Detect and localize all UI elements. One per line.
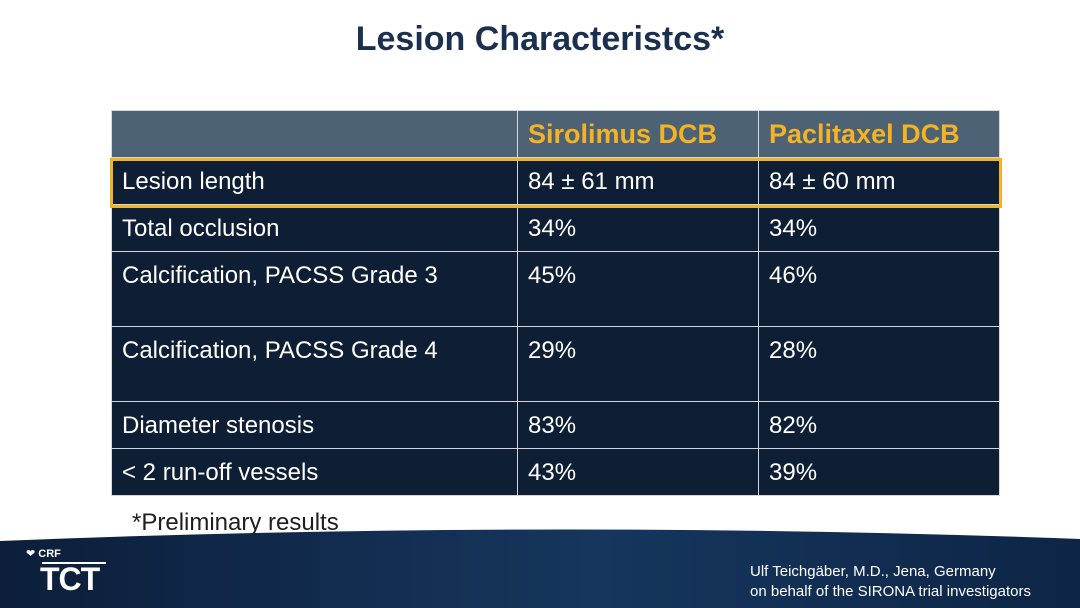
paclitaxel-value: 84 ± 60 mm xyxy=(758,157,1000,205)
row-label: Calcification, PACSS Grade 4 xyxy=(111,326,518,402)
credit-line-1: Ulf Teichgäber, M.D., Jena, Germany xyxy=(750,563,996,580)
paclitaxel-value: 28% xyxy=(758,326,1000,402)
table-row: Calcification, PACSS Grade 4 29% 28% xyxy=(111,326,1000,402)
paclitaxel-value: 39% xyxy=(758,448,1000,496)
table-row: Calcification, PACSS Grade 3 45% 46% xyxy=(111,251,1000,327)
sirolimus-value: 43% xyxy=(517,448,759,496)
crf-logo-text: CRF xyxy=(38,548,61,560)
sirolimus-value: 83% xyxy=(517,401,759,449)
footer-band: ❤ CRF TCT Ulf Teichgäber, M.D., Jena, Ge… xyxy=(0,525,1080,608)
header-sirolimus: Sirolimus DCB xyxy=(517,110,759,158)
heart-icon: ❤ xyxy=(26,548,36,560)
row-label: Lesion length xyxy=(111,157,518,205)
sirolimus-value: 45% xyxy=(517,251,759,327)
row-label: Calcification, PACSS Grade 3 xyxy=(111,251,518,327)
footnote: *Preliminary results xyxy=(132,509,339,536)
sirolimus-value: 29% xyxy=(517,326,759,402)
row-label: < 2 run-off vessels xyxy=(111,448,518,496)
table-row: Lesion length 84 ± 61 mm 84 ± 60 mm xyxy=(111,157,1000,205)
row-label: Total occlusion xyxy=(111,204,518,252)
crf-logo: ❤ CRF xyxy=(26,547,61,560)
lesion-table: Sirolimus DCB Paclitaxel DCB Lesion leng… xyxy=(111,110,1000,496)
sirolimus-value: 84 ± 61 mm xyxy=(517,157,759,205)
paclitaxel-value: 34% xyxy=(758,204,1000,252)
slide-title: Lesion Characteristcs* xyxy=(355,20,725,58)
table-header-row: Sirolimus DCB Paclitaxel DCB xyxy=(111,110,1000,158)
presenter-credit: Ulf Teichgäber, M.D., Jena, Germany on b… xyxy=(750,562,1031,602)
sirolimus-value: 34% xyxy=(517,204,759,252)
credit-line-2: on behalf of the SIRONA trial investigat… xyxy=(750,583,1031,600)
paclitaxel-value: 82% xyxy=(758,401,1000,449)
header-paclitaxel: Paclitaxel DCB xyxy=(758,110,1000,158)
paclitaxel-value: 46% xyxy=(758,251,1000,327)
table-row: Diameter stenosis 83% 82% xyxy=(111,401,1000,449)
table-row: < 2 run-off vessels 43% 39% xyxy=(111,448,1000,496)
row-label: Diameter stenosis xyxy=(111,401,518,449)
table-row: Total occlusion 34% 34% xyxy=(111,204,1000,252)
header-empty-cell xyxy=(111,110,518,158)
tct-logo: TCT xyxy=(40,561,100,597)
footer-wave xyxy=(0,529,1080,608)
logo-divider xyxy=(42,562,106,564)
